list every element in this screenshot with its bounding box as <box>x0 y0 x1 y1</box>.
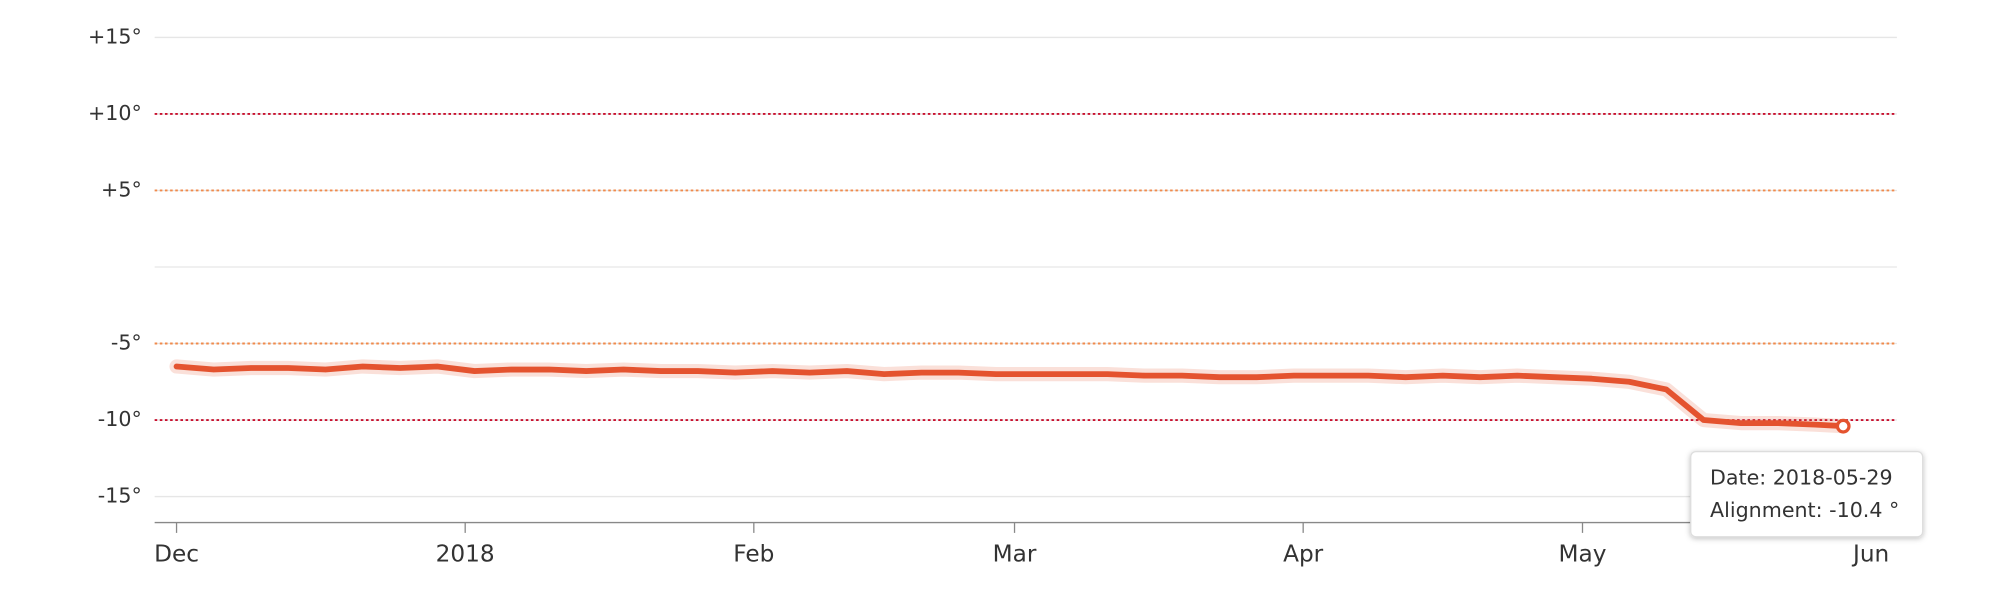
hover-point <box>1835 418 1851 434</box>
tooltip-date: Date: 2018-05-29 <box>1710 466 1893 490</box>
line <box>173 363 1847 430</box>
x-tick-label: Jun <box>1851 540 1889 567</box>
tooltip-box <box>1690 450 1924 538</box>
y-tick-label: -5° <box>111 331 142 355</box>
x-tick-label: Feb <box>733 540 774 567</box>
y-tick-label: -15° <box>98 484 142 508</box>
y-tick-label: -10° <box>98 407 142 431</box>
plot <box>169 359 1851 434</box>
tooltip: Date: 2018-05-29 Alignment: -10.4 ° <box>1690 450 1924 538</box>
x-tick-label: Apr <box>1283 540 1324 567</box>
y-tick-label: +5° <box>101 177 142 201</box>
tooltip-value: Alignment: -10.4 ° <box>1710 498 1899 522</box>
x-tick-label: 2018 <box>436 540 495 567</box>
y-tick-label: +10° <box>88 101 142 125</box>
y-tick-label: +15° <box>88 24 142 48</box>
x-tick-label: Dec <box>154 540 199 567</box>
grid: +15° +10° +5° -5° -10° -15° Dec 2018 Feb Mar Apr Ma… <box>88 24 1897 567</box>
x-tick-label: Mar <box>993 540 1037 567</box>
x-tick-label: May <box>1559 540 1607 567</box>
